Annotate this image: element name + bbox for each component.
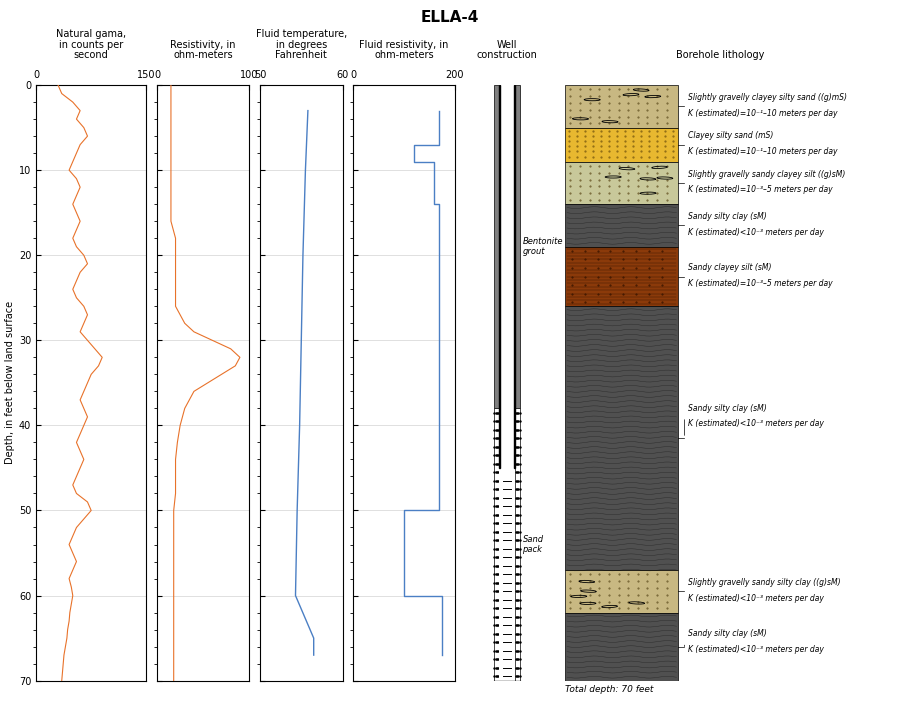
Bar [499,85,500,468]
Text: Sandy silty clay (sM): Sandy silty clay (sM) [688,403,767,413]
Text: Total depth: 70 feet: Total depth: 70 feet [565,685,653,694]
Text: Sandy silty clay (sM): Sandy silty clay (sM) [688,212,767,221]
Text: Natural gama,: Natural gama, [56,29,126,39]
Text: Clayey silty sand (mS): Clayey silty sand (mS) [688,131,773,140]
Bar [565,247,678,306]
Text: K (estimated)=10⁻³–5 meters per day: K (estimated)=10⁻³–5 meters per day [688,186,832,194]
Text: construction: construction [476,50,537,60]
Text: Fluid temperature,: Fluid temperature, [256,29,346,39]
Bar [565,306,678,570]
Text: K (estimated)<10⁻³ meters per day: K (estimated)<10⁻³ meters per day [688,594,824,603]
Bar [565,162,678,204]
Text: second: second [74,50,109,60]
Text: Sandy clayey silt (sM): Sandy clayey silt (sM) [688,263,771,272]
Bar [565,570,678,613]
Bar [565,85,678,128]
Bar [499,85,515,681]
Text: Fahrenheit: Fahrenheit [275,50,328,60]
Text: ohm-meters: ohm-meters [374,50,434,60]
Text: K (estimated)<10⁻³ meters per day: K (estimated)<10⁻³ meters per day [688,228,824,237]
Bar [565,613,678,681]
Bar [565,204,678,247]
Text: K (estimated)<10⁻³ meters per day: K (estimated)<10⁻³ meters per day [688,645,824,654]
Text: in counts per: in counts per [59,40,123,50]
Text: Sandy silty clay (sM): Sandy silty clay (sM) [688,629,767,638]
Text: Slightly gravelly sandy silty clay ((g)sM): Slightly gravelly sandy silty clay ((g)s… [688,578,841,587]
Text: Fluid resistivity, in: Fluid resistivity, in [359,40,449,50]
Text: K (estimated)=10⁻³–5 meters per day: K (estimated)=10⁻³–5 meters per day [688,279,832,288]
Text: Borehole lithology: Borehole lithology [676,50,764,60]
Text: K (estimated)=10⁻¹–10 meters per day: K (estimated)=10⁻¹–10 meters per day [688,109,837,118]
Text: ohm-meters: ohm-meters [174,50,233,60]
Text: Slightly gravelly clayey silty sand ((g)mS): Slightly gravelly clayey silty sand ((g)… [688,93,847,102]
Bar [565,128,678,162]
Text: Well: Well [497,40,517,50]
Bar [514,85,515,468]
Text: Bentonite
grout: Bentonite grout [523,237,563,257]
Text: Sand
pack: Sand pack [523,535,544,554]
Text: in degrees: in degrees [275,40,327,50]
Y-axis label: Depth, in feet below land surface: Depth, in feet below land surface [4,301,14,464]
Bar [493,85,499,408]
Text: K (estimated)<10⁻³ meters per day: K (estimated)<10⁻³ meters per day [688,420,824,428]
Text: ELLA-4: ELLA-4 [421,10,479,25]
Bar [515,408,520,681]
Bar [493,408,499,681]
Text: K (estimated)=10⁻¹–10 meters per day: K (estimated)=10⁻¹–10 meters per day [688,147,837,156]
Text: Resistivity, in: Resistivity, in [170,40,236,50]
Bar [515,85,520,408]
Text: Slightly gravelly sandy clayey silt ((g)sM): Slightly gravelly sandy clayey silt ((g)… [688,169,845,179]
